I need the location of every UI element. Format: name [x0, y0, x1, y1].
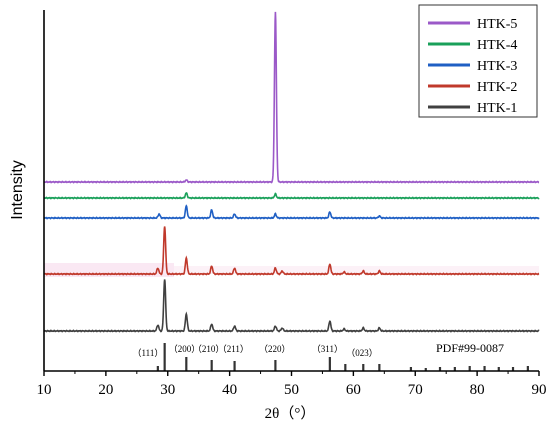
- x-tick-label: 20: [98, 382, 113, 398]
- x-tick-label: 30: [160, 382, 175, 398]
- series-line-htk-2: [43, 226, 540, 276]
- y-axis-label: Intensity: [9, 160, 26, 220]
- x-tick-label: 40: [222, 382, 237, 398]
- hkl-label: （311）: [312, 344, 343, 354]
- series-layer: [43, 11, 540, 333]
- x-tick-label: 70: [408, 382, 423, 398]
- hkl-label: （210）: [193, 344, 225, 354]
- hkl-label: （111）: [133, 348, 164, 358]
- legend-label-htk-4: HTK-4: [477, 38, 517, 53]
- x-axis-label: 2θ（°）: [265, 405, 316, 422]
- x-tick-label: 50: [284, 382, 299, 398]
- series-line-htk-5: [43, 11, 540, 184]
- hkl-label: （220）: [259, 344, 291, 354]
- x-tick-label: 90: [532, 382, 547, 398]
- series-line-htk-1: [43, 279, 540, 333]
- legend-label-htk-1: HTK-1: [477, 101, 517, 116]
- hkl-label: （211）: [218, 344, 249, 354]
- series-line-htk-4: [43, 192, 540, 200]
- highlight-band-right: [174, 266, 539, 274]
- legend-label-htk-5: HTK-5: [477, 17, 517, 32]
- legend-label-htk-3: HTK-3: [477, 59, 517, 74]
- series-line-htk-3: [43, 204, 540, 220]
- hkl-label: （023）: [346, 348, 378, 358]
- x-tick-label: 10: [37, 382, 52, 398]
- legend-label-htk-2: HTK-2: [477, 80, 517, 95]
- x-ticks: 10 20 30 40 50 60 70 80 90: [37, 371, 547, 398]
- hkl-label: （200）: [169, 344, 201, 354]
- hkl-labels: （111） （200）（210）（211） （220） （311） （023）: [133, 344, 378, 358]
- reference-label: PDF#99-0087: [436, 341, 504, 355]
- x-tick-label: 80: [470, 382, 485, 398]
- legend: HTK-5 HTK-4 HTK-3 HTK-2 HTK-1: [418, 4, 538, 118]
- x-tick-label: 60: [346, 382, 361, 398]
